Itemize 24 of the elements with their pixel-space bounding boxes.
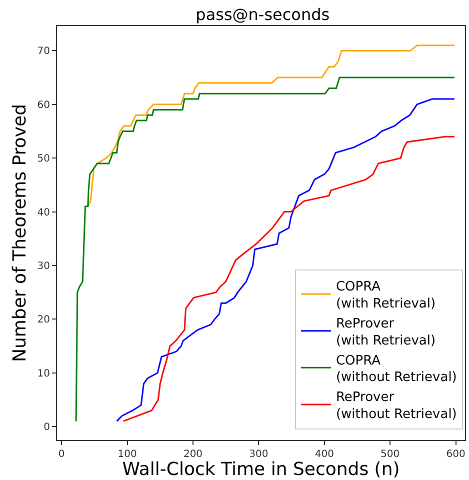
y-tick-label: 50 — [37, 154, 50, 165]
y-tick-label: 10 — [37, 368, 50, 380]
x-tick-label: 400 — [314, 449, 334, 460]
y-tick-label: 30 — [37, 260, 50, 272]
chart-title: pass@n-seconds — [196, 5, 330, 24]
x-tick-label: 100 — [118, 449, 137, 460]
y-tick-label: 20 — [37, 314, 50, 326]
x-axis-title: Wall-Clock Time in Seconds (n) — [122, 459, 400, 480]
y-tick-label: 60 — [37, 100, 50, 111]
line-series — [75, 76, 456, 422]
legend-label: COPRA (without Retrieval) — [336, 353, 457, 386]
y-tick-label: 70 — [37, 46, 50, 58]
legend-label: ReProver (with Retrieval) — [336, 316, 436, 348]
y-axis-title: Number of Theorems Proved — [9, 104, 30, 362]
legend-label: ReProver (without Retrieval) — [336, 390, 457, 422]
legend-label: COPRA (with Retrieval) — [336, 280, 436, 312]
x-tick-label: 0 — [58, 449, 65, 460]
y-tick-label: 40 — [37, 207, 50, 218]
line-series — [87, 44, 456, 208]
y-tick-label: 0 — [44, 422, 50, 434]
x-tick-label: 200 — [183, 449, 203, 460]
x-tick-label: 500 — [380, 449, 400, 460]
x-tick-label: 600 — [446, 449, 466, 460]
x-tick-label: 300 — [249, 449, 268, 460]
